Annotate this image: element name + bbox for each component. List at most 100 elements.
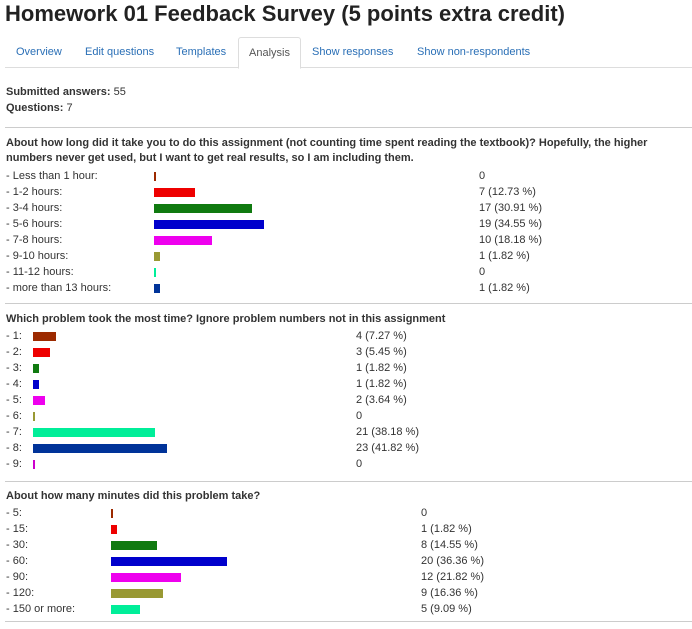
question-title: About how long did it take you to do thi… [6, 137, 648, 164]
question-title: Which problem took the most time? Ignore… [6, 313, 446, 325]
answer-row: - 90: 12 (21.82 %) [6, 569, 690, 585]
question-divider [5, 481, 692, 482]
answer-bar [111, 573, 181, 582]
page-title: Homework 01 Feedback Survey (5 points ex… [5, 1, 565, 26]
answer-count: 0 [356, 410, 363, 422]
tab-bar: Overview Edit questions Templates Analys… [5, 37, 692, 69]
answer-row: - 4: 1 (1.82 %) [6, 376, 690, 392]
answer-count: 1 (1.82 %) [421, 523, 472, 535]
answer-count: 12 (21.82 %) [421, 571, 484, 583]
questions-count-value: 7 [66, 102, 73, 114]
answer-bar [154, 204, 252, 213]
answer-bar [33, 364, 39, 373]
question-title: About how many minutes did this problem … [6, 490, 261, 502]
answer-count: 9 (16.36 %) [421, 587, 478, 599]
answer-bar [154, 188, 195, 197]
answer-bar [154, 268, 156, 277]
answer-label: - 120: [6, 587, 35, 599]
answer-row: - 9: 0 [6, 456, 690, 472]
tab-show-responses[interactable]: Show responses [312, 46, 394, 58]
tab-overview[interactable]: Overview [16, 46, 62, 58]
answer-count: 17 (30.91 %) [479, 202, 542, 214]
answer-bar [154, 220, 264, 229]
answer-label: - 9-10 hours: [6, 250, 69, 262]
tab-show-non-respondents[interactable]: Show non-respondents [417, 46, 531, 58]
answer-label: - 4: [6, 378, 22, 390]
answer-count: 1 (1.82 %) [356, 378, 407, 390]
questions-count: Questions: 7 [6, 102, 73, 114]
answer-bar [154, 284, 160, 293]
answer-bar [154, 172, 156, 181]
tab-analysis[interactable]: Analysis [238, 37, 301, 69]
answer-row: - 5: 2 (3.64 %) [6, 392, 690, 408]
answer-bar [33, 460, 35, 469]
answer-count: 1 (1.82 %) [479, 282, 530, 294]
answer-label: - more than 13 hours: [6, 282, 112, 294]
answer-label: - 2: [6, 346, 22, 358]
answer-row: - 6: 0 [6, 408, 690, 424]
answer-count: 1 (1.82 %) [356, 362, 407, 374]
answer-count: 23 (41.82 %) [356, 442, 419, 454]
answer-bar [33, 332, 56, 341]
answer-bar [154, 236, 212, 245]
answer-label: - 60: [6, 555, 29, 567]
answer-bar [111, 525, 117, 534]
answer-bar [111, 541, 157, 550]
answer-count: 5 (9.09 %) [421, 603, 472, 615]
answer-label: - 8: [6, 442, 22, 454]
answer-count: 21 (38.18 %) [356, 426, 419, 438]
answer-row: - 7: 21 (38.18 %) [6, 424, 690, 440]
answer-label: - 9: [6, 458, 22, 470]
submitted-answers: Submitted answers: 55 [6, 86, 126, 98]
answer-row: - 5: 0 [6, 505, 690, 521]
answer-row: - 3-4 hours: 17 (30.91 %) [6, 200, 690, 216]
question-divider [5, 127, 692, 128]
answer-row: - 8: 23 (41.82 %) [6, 440, 690, 456]
answer-row: - 60: 20 (36.36 %) [6, 553, 690, 569]
answer-label: - 6: [6, 410, 22, 422]
submitted-answers-label: Submitted answers: [6, 86, 111, 98]
tab-templates[interactable]: Templates [176, 46, 227, 58]
answer-count: 20 (36.36 %) [421, 555, 484, 567]
answer-label: - 3-4 hours: [6, 202, 63, 214]
answer-bar [111, 557, 227, 566]
answer-count: 0 [479, 170, 486, 182]
answer-label: - 7: [6, 426, 22, 438]
tab-edit-questions[interactable]: Edit questions [85, 46, 155, 58]
answer-row: - 9-10 hours: 1 (1.82 %) [6, 248, 690, 264]
answer-row: - 1-2 hours: 7 (12.73 %) [6, 184, 690, 200]
answer-label: - 11-12 hours: [6, 266, 74, 278]
answer-label: - Less than 1 hour: [6, 170, 98, 182]
answer-bar [33, 444, 167, 453]
question-divider [5, 303, 692, 304]
answer-row: - 3: 1 (1.82 %) [6, 360, 690, 376]
answer-row: - more than 13 hours: 1 (1.82 %) [6, 280, 690, 296]
answer-count: 7 (12.73 %) [479, 186, 536, 198]
answer-row: - Less than 1 hour: 0 [6, 168, 690, 184]
answer-bar [111, 605, 140, 614]
answer-label: - 7-8 hours: [6, 234, 63, 246]
answer-label: - 1-2 hours: [6, 186, 63, 198]
questions-count-label: Questions: [6, 102, 64, 114]
answer-count: 2 (3.64 %) [356, 394, 407, 406]
answer-label: - 1: [6, 330, 22, 342]
answer-bar [111, 589, 163, 598]
answer-bar [33, 380, 39, 389]
answer-bar [33, 396, 45, 405]
answer-label: - 5: [6, 394, 22, 406]
answer-row: - 120: 9 (16.36 %) [6, 585, 690, 601]
answer-count: 0 [356, 458, 363, 470]
question-divider [5, 621, 692, 622]
answer-row: - 7-8 hours: 10 (18.18 %) [6, 232, 690, 248]
answer-count: 19 (34.55 %) [479, 218, 542, 230]
answer-label: - 150 or more: [6, 603, 76, 615]
answer-label: - 3: [6, 362, 22, 374]
answer-label: - 90: [6, 571, 29, 583]
answer-label: - 15: [6, 523, 29, 535]
answer-label: - 5: [6, 507, 22, 519]
answer-bar [33, 428, 155, 437]
answer-bar [154, 252, 160, 261]
answer-count: 0 [479, 266, 486, 278]
answer-label: - 5-6 hours: [6, 218, 63, 230]
answer-row: - 5-6 hours: 19 (34.55 %) [6, 216, 690, 232]
